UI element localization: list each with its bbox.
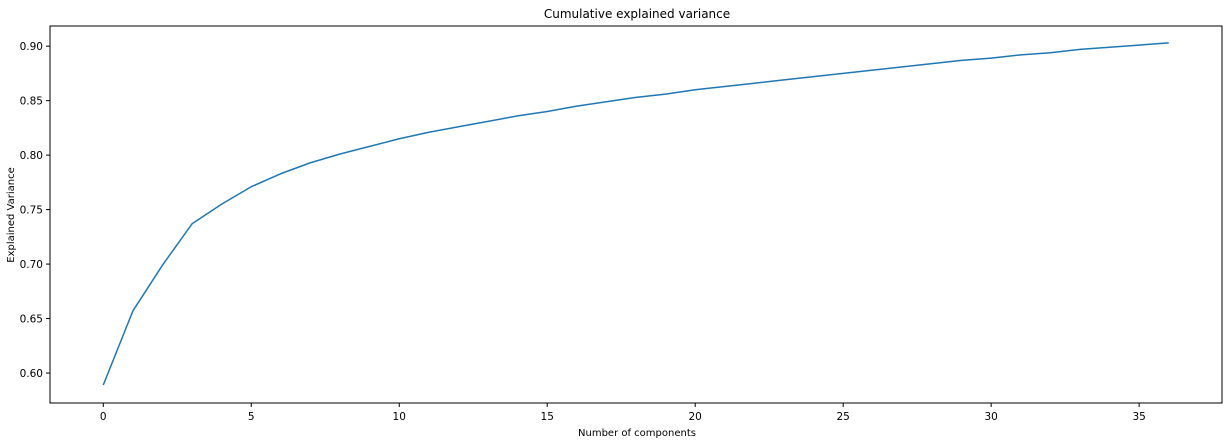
plot-frame xyxy=(49,25,1223,404)
y-tick-label: 0.70 xyxy=(20,259,43,271)
y-tick-label: 0.85 xyxy=(20,96,43,108)
y-axis: 0.60 0.65 0.70 0.75 0.80 0.85 0.90 xyxy=(20,41,50,380)
chart-title: Cumulative explained variance xyxy=(544,7,730,21)
y-tick-label: 0.75 xyxy=(20,205,43,217)
x-tick-label: 10 xyxy=(393,411,406,423)
plot-area xyxy=(49,25,1223,404)
x-tick-label: 0 xyxy=(100,411,107,423)
x-tick-label: 30 xyxy=(984,411,997,423)
x-tick-label: 35 xyxy=(1132,411,1145,423)
y-tick-label: 0.65 xyxy=(20,314,43,326)
series-line xyxy=(102,42,1169,386)
x-tick-label: 5 xyxy=(248,411,255,423)
y-tick-label: 0.60 xyxy=(20,368,43,380)
x-tick-label: 25 xyxy=(836,411,849,423)
x-axis: 0 5 10 15 20 25 30 35 xyxy=(100,403,1146,423)
x-tick-label: 15 xyxy=(541,411,554,423)
x-tick-label: 20 xyxy=(689,411,702,423)
x-axis-label: Number of components xyxy=(578,428,696,439)
y-tick-label: 0.80 xyxy=(20,150,43,162)
y-tick-label: 0.90 xyxy=(20,41,43,53)
y-axis-label: Explained Variance xyxy=(6,167,17,262)
